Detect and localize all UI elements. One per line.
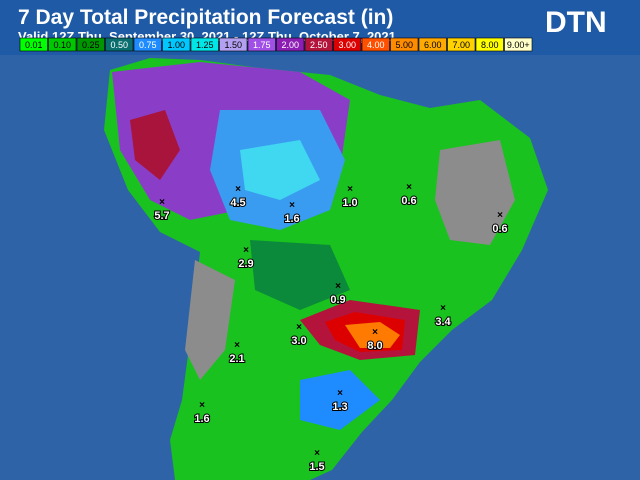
legend-label: 4.00 [367,40,385,50]
legend-swatch [276,37,305,52]
dry-area [185,260,235,380]
point-marker: × [497,210,503,221]
legend-label: 2.50 [310,40,328,50]
legend-swatch [418,37,447,52]
point-marker: × [296,322,302,333]
point-marker: × [199,400,205,411]
legend-swatch [190,37,219,52]
legend-label: 2.00 [281,40,299,50]
legend-label: 0.50 [110,40,128,50]
legend: 0.01 0.10 0.25 0.50 0.75 1.00 1.25 1.50 1.75 2.00… [19,37,533,52]
legend-label: 0.10 [53,40,71,50]
legend-swatch [162,37,191,52]
legend-swatch [475,37,504,52]
legend-label: 1.50 [224,40,242,50]
point-marker: × [372,327,378,338]
legend-swatch [48,37,77,52]
point-marker: × [234,340,240,351]
point-value: 1.3 [332,401,347,413]
light-rain-area [240,140,320,200]
legend-label: 3.00 [338,40,356,50]
legend-swatch [247,37,276,52]
point-value: 2.9 [238,258,253,270]
point-value: 5.7 [154,210,169,222]
legend-label: 0.25 [82,40,100,50]
legend-swatch [19,37,48,52]
legend-label: 1.25 [196,40,214,50]
point-value: 3.4 [435,316,451,328]
dry-area [435,140,515,245]
legend-label: 6.00 [424,40,442,50]
point-marker: × [289,200,295,211]
point-value: 1.6 [284,213,299,225]
legend-swatch [504,37,533,52]
legend-label: 7.00 [452,40,470,50]
very-heavy-rain-area [130,110,180,180]
legend-label: 0.01 [25,40,43,50]
point-marker: × [243,245,249,256]
point-marker: × [347,184,353,195]
point-marker: × [314,448,320,459]
point-value: 0.6 [401,195,416,207]
point-value: 1.5 [309,461,324,473]
point-marker: × [335,281,341,292]
legend-swatch [76,37,105,52]
legend-swatch [361,37,390,52]
moderate-rain-area [300,370,380,430]
point-value: 2.1 [229,353,244,365]
point-marker: × [235,184,241,195]
legend-label: 8.00 [481,40,499,50]
rain-area [250,240,350,310]
extreme-rain-area [345,322,400,348]
legend-label: 5.00 [395,40,413,50]
legend-swatch [219,37,248,52]
point-value: 0.6 [492,223,507,235]
legend-swatch [133,37,162,52]
title: 7 Day Total Precipitation Forecast (in) [18,6,393,29]
point-value: 1.6 [194,413,209,425]
point-value: 1.0 [342,197,357,209]
point-marker: × [406,182,412,193]
point-value: 0.9 [330,294,345,306]
point-value: 8.0 [367,340,382,352]
legend-label: 9.00+ [507,40,530,50]
logo: DTN [545,6,607,39]
legend-label: 0.75 [139,40,157,50]
legend-swatch [304,37,333,52]
legend-swatch [447,37,476,52]
point-marker: × [337,388,343,399]
forecast-points: × 5.7 × 4.5 × 1.6 × 1.0 × 0.6 × 0.6 × 2.9 × 0.9 × 3.4 × 3.0… [153,182,508,474]
point-value: 4.5 [230,197,245,209]
point-marker: × [440,303,446,314]
point-value: 3.0 [291,335,306,347]
legend-label: 1.75 [253,40,271,50]
legend-swatch [333,37,362,52]
point-marker: × [159,197,165,208]
legend-label: 1.00 [167,40,185,50]
legend-swatch [390,37,419,52]
legend-swatch [105,37,134,52]
